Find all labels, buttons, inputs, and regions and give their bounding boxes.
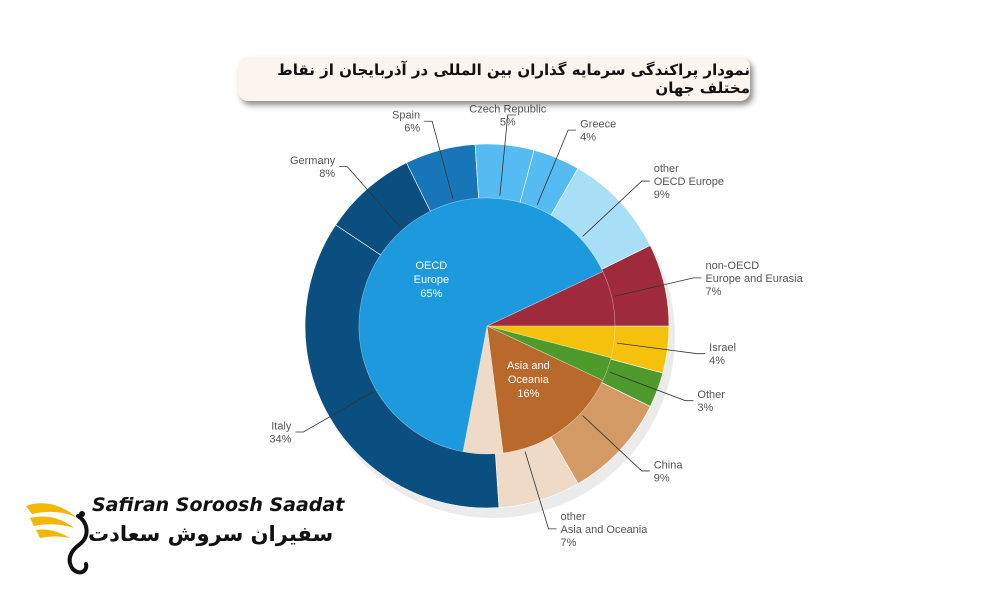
outer-label-greece: Greece 4% — [580, 119, 616, 144]
leader-israel — [616, 342, 706, 355]
leader-greece — [536, 129, 577, 206]
outer-label-other-asia-and-oceania: other Asia and Oceania 7% — [561, 511, 649, 549]
inner-label-4: Asia and Oceania 16% — [507, 360, 550, 400]
leader-other-asia-and-oceania — [524, 451, 557, 530]
outer-label-other-oecd-europe: other OECD Europe 9% — [654, 163, 724, 201]
brand-name-en: Safiran Soroosh Saadat — [92, 494, 345, 516]
inner-slice-4 — [486, 325, 604, 454]
leader-other-oecd-europe — [582, 180, 650, 237]
outer-label-italy: Italy 34% — [269, 421, 292, 446]
chart-title-box: نمودار پراکندگی سرمایه گذاران بین المللی… — [238, 57, 750, 101]
outer-label-israel: Israel 4% — [709, 342, 736, 367]
outer-label-germany: Germany 8% — [290, 155, 336, 180]
outer-label-china: China 9% — [654, 459, 684, 484]
leader-spain — [424, 120, 454, 200]
brand-name-fa: سفیران سروش سعادت — [88, 522, 334, 546]
leader-italy — [295, 391, 374, 433]
inner-slice-0 — [358, 197, 604, 453]
winged-emblem-icon — [26, 503, 89, 575]
outer-label-non-oecd-europe-and-eurasia: non-OECD Europe and Eurasia 7% — [705, 260, 803, 298]
outer-label-other: Other 3% — [697, 389, 725, 414]
outer-label-spain: Spain 6% — [392, 110, 420, 135]
inner-label-0: OECD Europe 65% — [414, 260, 449, 300]
leader-non-oecd-europe-and-eurasia — [614, 277, 702, 297]
chart-title: نمودار پراکندگی سرمایه گذاران بین المللی… — [277, 61, 750, 97]
leader-china — [582, 415, 650, 472]
leader-other — [609, 371, 694, 402]
brand-logo: Safiran Soroosh Saadat سفیران سروش سعادت — [22, 492, 344, 582]
leader-germany — [339, 166, 401, 228]
leader-czech-republic — [499, 114, 516, 196]
outer-label-czech-republic: Czech Republic 5% — [469, 104, 547, 129]
